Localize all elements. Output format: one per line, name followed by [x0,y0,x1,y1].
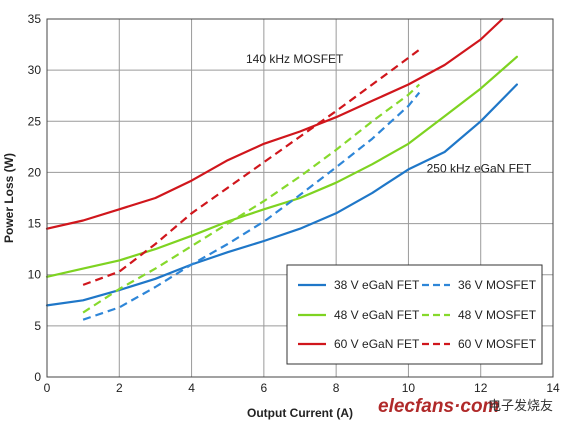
x-tick-label: 4 [188,381,195,395]
watermark-chinese: 电子发烧友 [488,398,553,414]
x-tick-label: 12 [474,381,488,395]
tick-labels: 0 2 4 6 8 10 12 14 0 5 10 15 20 25 30 35 [28,12,560,395]
legend-box [286,264,543,365]
y-tick-label: 5 [34,319,41,333]
y-tick-label: 30 [28,63,42,77]
series-line-48-v-mosfet [82,83,421,314]
x-tick-label: 14 [546,381,560,395]
legend-label: 38 V eGaN FET [334,278,420,292]
gridlines [47,19,553,377]
series-line-60-v-mosfet [82,48,420,286]
series-line-60-v-egan-fet [45,17,504,230]
plot-border [46,18,554,378]
y-tick-label: 15 [28,217,42,231]
x-tick-label: 2 [116,381,123,395]
legend-label: 48 V MOSFET [458,308,537,322]
annotations: 140 kHz MOSFET 250 kHz eGaN FET [246,52,532,175]
legend: 38 V eGaN FET 48 V eGaN FET 60 V eGaN FET 3… [286,264,543,365]
watermark-latin: elecfans·com [378,396,500,417]
annotation-label: 250 kHz eGaN FET [427,161,532,175]
legend-label: 36 V MOSFET [458,278,537,292]
x-tick-label: 0 [44,381,51,395]
y-axis-title: Power Loss (W) [2,153,16,243]
y-tick-label: 10 [28,268,42,282]
series-layer [45,17,519,321]
x-tick-label: 8 [333,381,340,395]
y-tick-label: 35 [28,12,42,26]
legend-label: 60 V MOSFET [458,337,537,351]
y-tick-label: 0 [34,370,41,384]
annotation-label: 140 kHz MOSFET [246,52,344,66]
legend-label: 60 V eGaN FET [334,337,420,351]
legend-label: 48 V eGaN FET [334,308,420,322]
x-tick-label: 6 [261,381,268,395]
y-tick-label: 20 [28,165,42,179]
series-line-38-v-egan-fet [45,83,519,307]
watermark: elecfans·com 电子发烧友 [378,396,553,417]
series-line-48-v-egan-fet [45,55,519,278]
x-axis-title: Output Current (A) [247,406,353,420]
y-tick-label: 25 [28,114,42,128]
x-tick-label: 10 [402,381,416,395]
series-line-36-v-mosfet [82,91,421,321]
